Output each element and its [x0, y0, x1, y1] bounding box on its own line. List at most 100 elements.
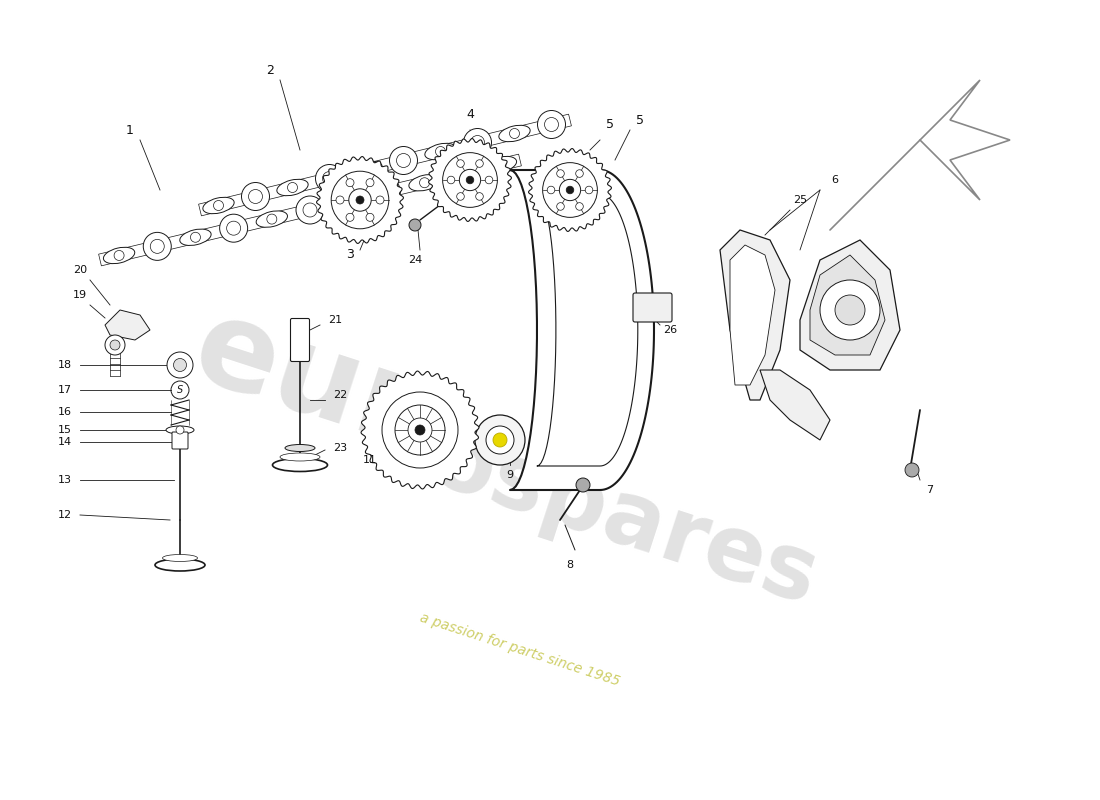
Polygon shape — [361, 371, 478, 489]
Circle shape — [466, 176, 474, 184]
Circle shape — [382, 392, 458, 468]
Circle shape — [379, 185, 394, 199]
Circle shape — [346, 214, 354, 222]
Circle shape — [557, 202, 564, 210]
Text: 17: 17 — [58, 385, 73, 395]
Circle shape — [331, 171, 388, 229]
Circle shape — [373, 178, 400, 206]
Text: 19: 19 — [73, 290, 87, 300]
Polygon shape — [510, 170, 654, 490]
Circle shape — [560, 179, 581, 201]
Text: 18: 18 — [58, 360, 73, 370]
Circle shape — [366, 214, 374, 222]
Circle shape — [190, 232, 200, 242]
Ellipse shape — [256, 211, 287, 227]
Circle shape — [460, 170, 481, 190]
Polygon shape — [720, 230, 790, 400]
FancyBboxPatch shape — [290, 318, 309, 362]
Polygon shape — [920, 80, 1010, 200]
Polygon shape — [199, 114, 571, 216]
Ellipse shape — [409, 174, 440, 191]
Text: 4: 4 — [466, 109, 474, 122]
Circle shape — [835, 295, 865, 325]
Text: 26: 26 — [663, 325, 678, 335]
Circle shape — [302, 203, 317, 217]
Circle shape — [287, 182, 297, 193]
Ellipse shape — [280, 453, 320, 461]
Text: 14: 14 — [58, 437, 73, 447]
Circle shape — [376, 196, 384, 204]
Circle shape — [227, 221, 241, 235]
Circle shape — [463, 129, 492, 157]
Text: 24: 24 — [408, 255, 422, 265]
Circle shape — [442, 153, 497, 207]
Polygon shape — [730, 245, 776, 385]
Ellipse shape — [179, 229, 211, 246]
Ellipse shape — [155, 559, 205, 571]
Circle shape — [456, 193, 464, 200]
Circle shape — [395, 405, 446, 455]
Circle shape — [174, 358, 187, 371]
Circle shape — [475, 160, 483, 167]
Text: ospares: ospares — [420, 416, 828, 624]
Text: 13: 13 — [58, 475, 72, 485]
Circle shape — [349, 189, 371, 211]
Circle shape — [104, 335, 125, 355]
Circle shape — [486, 426, 514, 454]
Ellipse shape — [285, 445, 315, 451]
Circle shape — [905, 463, 918, 477]
Circle shape — [456, 160, 464, 167]
Circle shape — [114, 250, 124, 261]
Polygon shape — [760, 370, 830, 440]
Ellipse shape — [277, 179, 308, 196]
Text: 12: 12 — [58, 510, 73, 520]
Circle shape — [547, 186, 554, 194]
Circle shape — [151, 239, 164, 254]
Circle shape — [110, 340, 120, 350]
Polygon shape — [104, 310, 150, 340]
Circle shape — [409, 219, 421, 231]
Ellipse shape — [103, 247, 135, 264]
Circle shape — [475, 193, 483, 200]
Ellipse shape — [166, 426, 194, 434]
Circle shape — [322, 171, 337, 186]
Circle shape — [820, 280, 880, 340]
Text: eur: eur — [180, 289, 434, 471]
Circle shape — [167, 352, 192, 378]
FancyBboxPatch shape — [172, 432, 188, 449]
Text: 3: 3 — [346, 249, 354, 262]
Circle shape — [449, 160, 476, 188]
Circle shape — [436, 146, 446, 157]
Circle shape — [414, 423, 427, 437]
Text: 1: 1 — [126, 123, 134, 137]
Circle shape — [544, 118, 559, 131]
Text: 11: 11 — [363, 455, 377, 465]
Circle shape — [396, 154, 410, 167]
Circle shape — [343, 196, 353, 206]
Circle shape — [557, 170, 564, 178]
Circle shape — [362, 165, 372, 174]
Circle shape — [575, 170, 583, 178]
Polygon shape — [429, 138, 512, 222]
Circle shape — [419, 178, 429, 188]
Circle shape — [575, 202, 583, 210]
Text: 5: 5 — [636, 114, 644, 126]
Ellipse shape — [163, 554, 198, 562]
Circle shape — [404, 414, 437, 446]
Circle shape — [566, 186, 574, 194]
Circle shape — [316, 165, 343, 193]
Text: 21: 21 — [328, 315, 342, 325]
Ellipse shape — [273, 458, 328, 471]
Circle shape — [267, 214, 277, 224]
Text: 23: 23 — [333, 443, 348, 453]
Text: 16: 16 — [58, 407, 72, 417]
Circle shape — [143, 232, 172, 260]
Ellipse shape — [485, 156, 517, 173]
Ellipse shape — [425, 143, 456, 160]
Polygon shape — [99, 154, 521, 266]
Circle shape — [538, 110, 565, 138]
Circle shape — [220, 214, 248, 242]
Circle shape — [384, 394, 455, 466]
Circle shape — [542, 162, 597, 218]
Circle shape — [585, 186, 593, 194]
